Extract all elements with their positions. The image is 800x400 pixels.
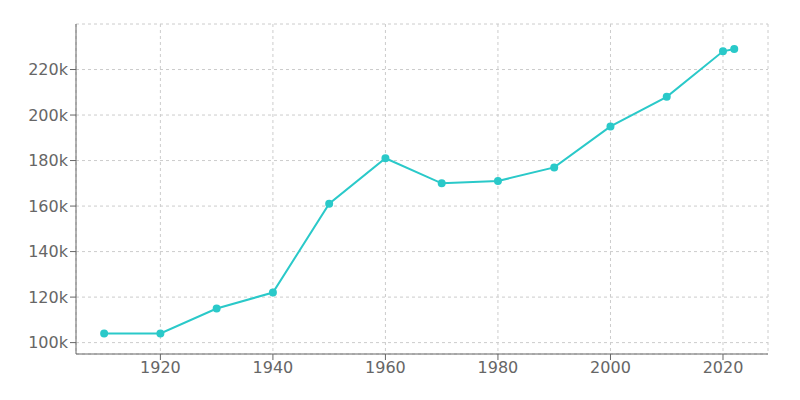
svg-text:1980: 1980 xyxy=(478,358,519,377)
svg-text:100k: 100k xyxy=(28,333,69,352)
svg-text:1940: 1940 xyxy=(253,358,294,377)
svg-text:2000: 2000 xyxy=(590,358,631,377)
svg-text:2020: 2020 xyxy=(703,358,744,377)
svg-text:180k: 180k xyxy=(28,151,69,170)
svg-text:1920: 1920 xyxy=(140,358,181,377)
svg-text:200k: 200k xyxy=(28,106,69,125)
svg-text:160k: 160k xyxy=(28,197,69,216)
svg-text:220k: 220k xyxy=(28,60,69,79)
svg-text:1960: 1960 xyxy=(365,358,406,377)
svg-text:140k: 140k xyxy=(28,242,69,261)
svg-text:120k: 120k xyxy=(28,288,69,307)
